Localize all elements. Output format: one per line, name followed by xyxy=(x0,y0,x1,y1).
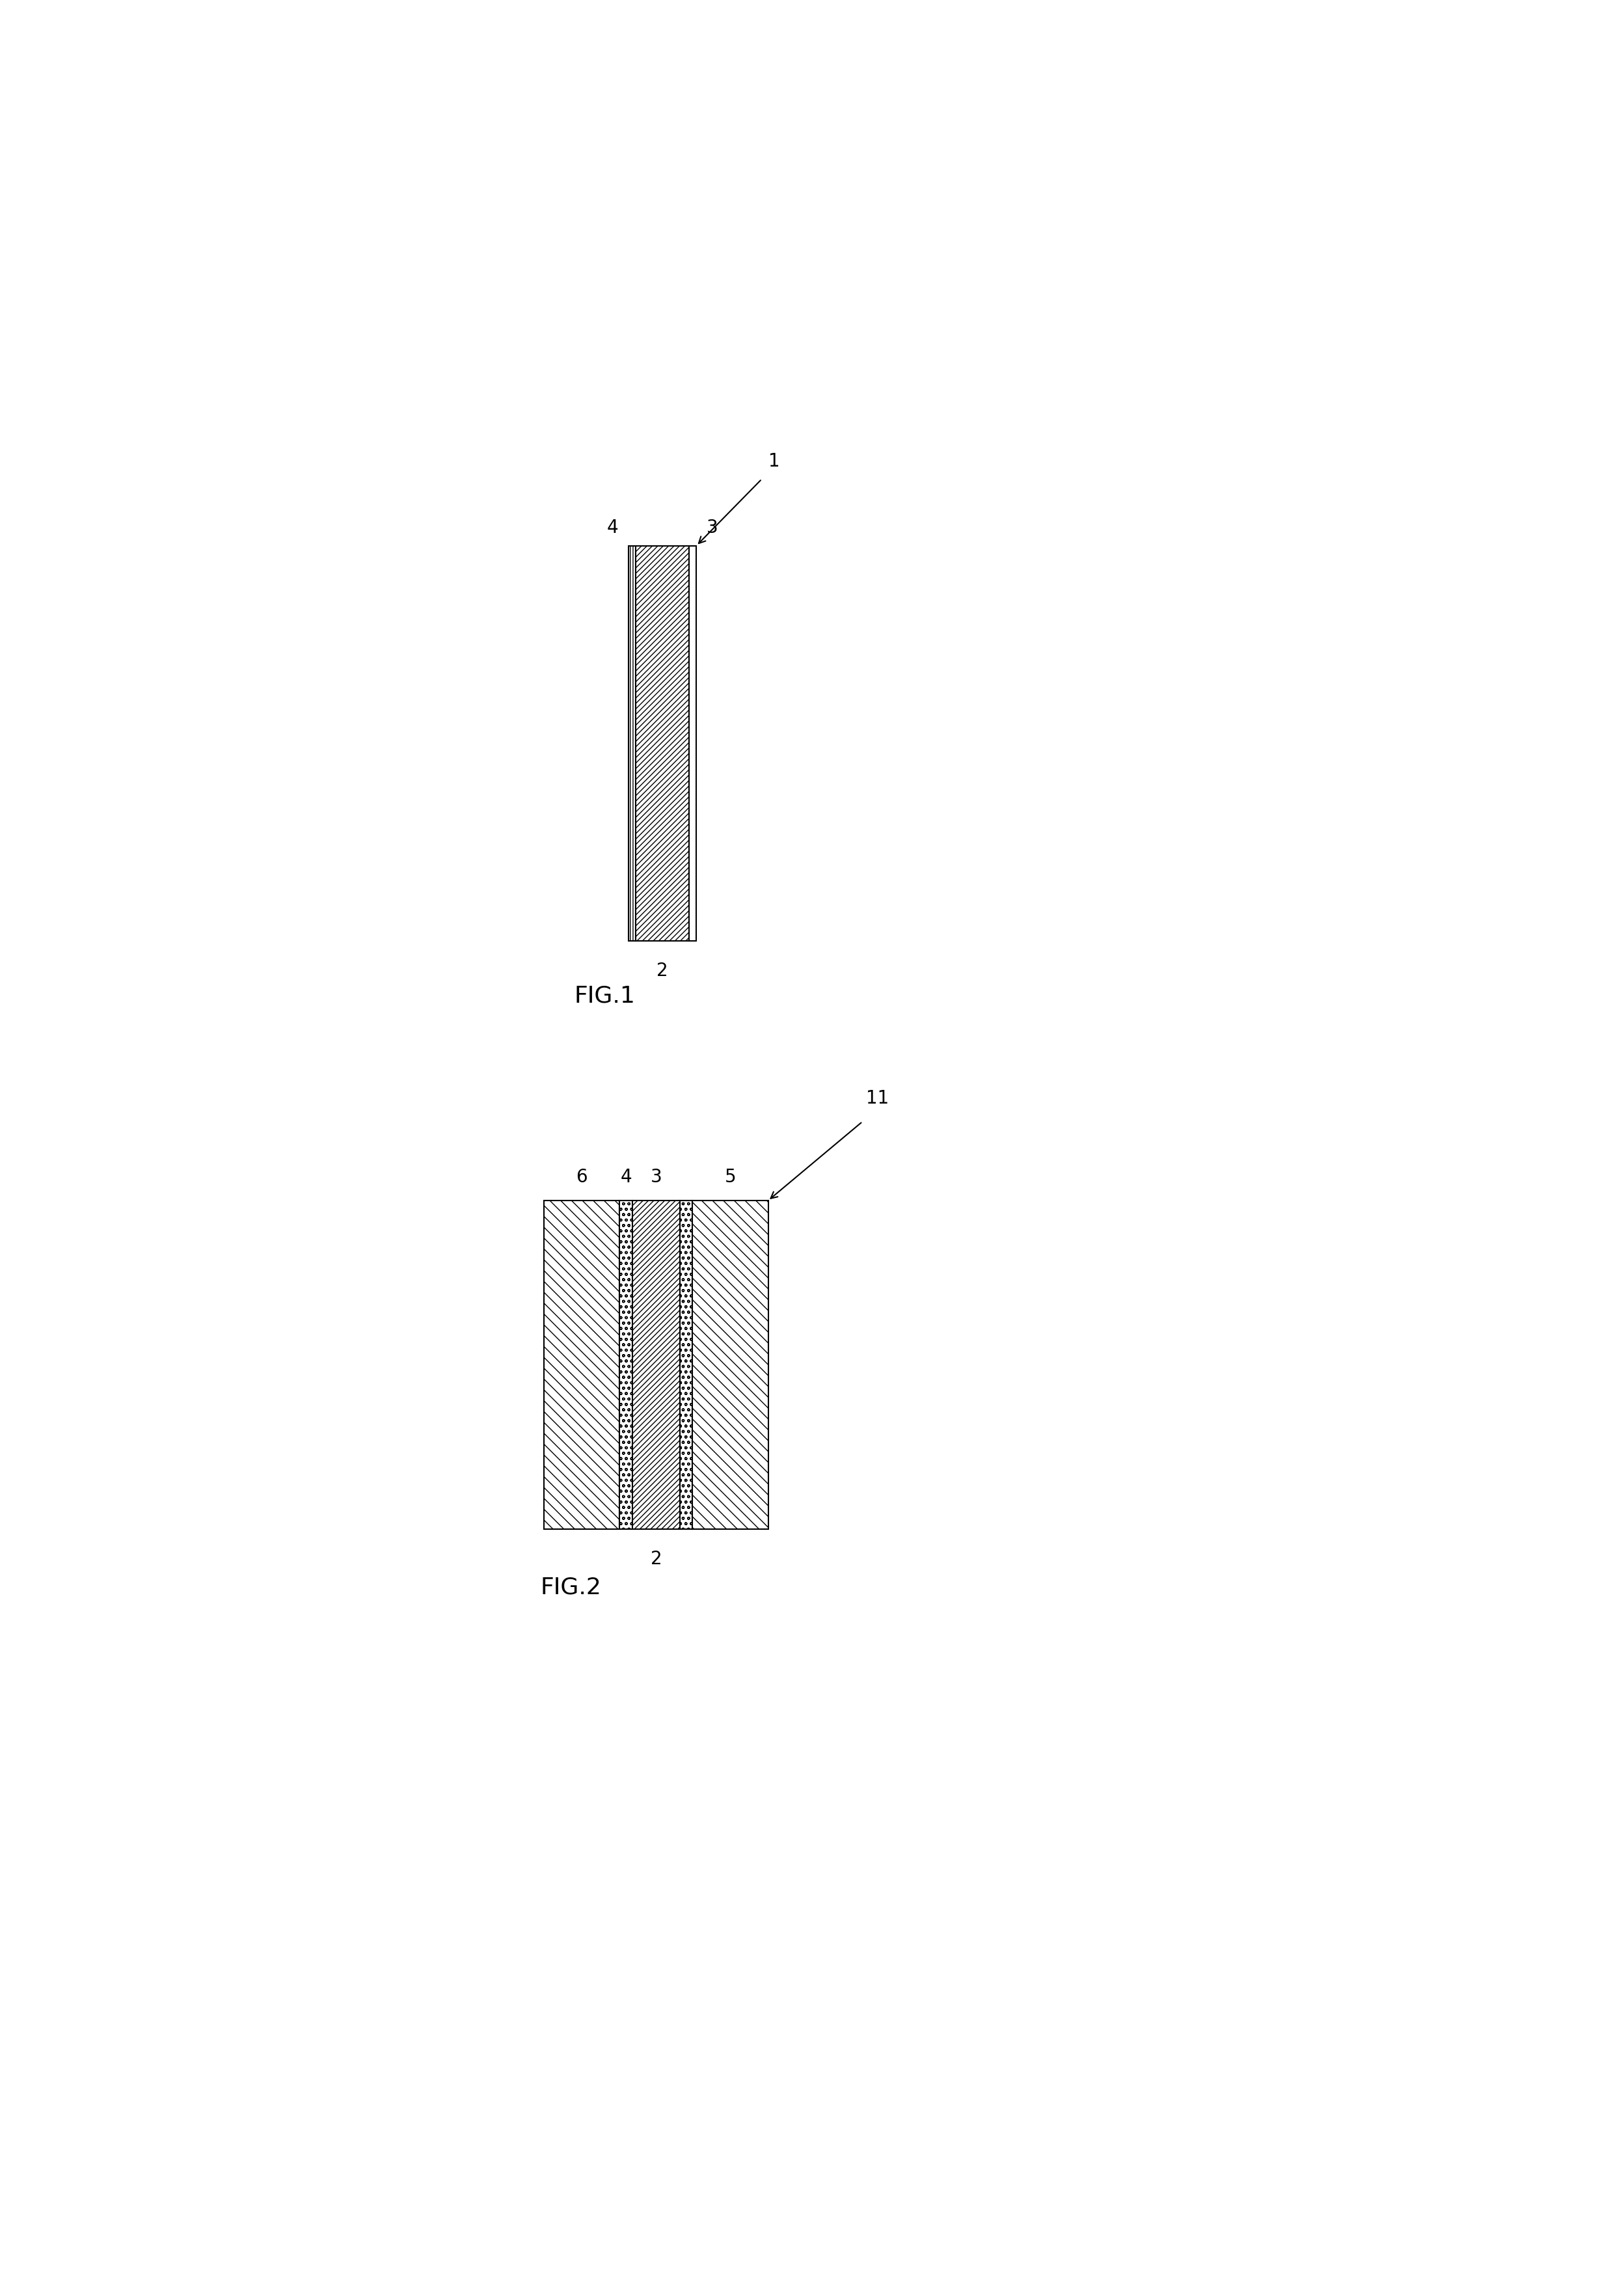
Text: FIG.2: FIG.2 xyxy=(541,1575,601,1598)
Bar xyxy=(689,545,697,942)
Text: 1: 1 xyxy=(768,451,780,470)
Bar xyxy=(620,1202,632,1530)
Text: 4: 4 xyxy=(607,520,619,538)
Text: 6: 6 xyxy=(577,1167,588,1186)
Text: 5: 5 xyxy=(724,1167,736,1186)
Bar xyxy=(544,1202,620,1530)
Text: 2: 2 xyxy=(650,1550,663,1569)
Text: 3: 3 xyxy=(650,1167,663,1186)
Bar xyxy=(680,1202,692,1530)
Text: 4: 4 xyxy=(620,1167,632,1186)
Text: 11: 11 xyxy=(866,1090,890,1108)
Bar xyxy=(632,1202,680,1530)
Bar xyxy=(637,545,689,942)
Bar xyxy=(692,1202,768,1530)
Text: FIG.1: FIG.1 xyxy=(575,985,635,1008)
Text: 3: 3 xyxy=(706,520,718,538)
Bar xyxy=(628,545,637,942)
Text: 2: 2 xyxy=(656,962,667,980)
